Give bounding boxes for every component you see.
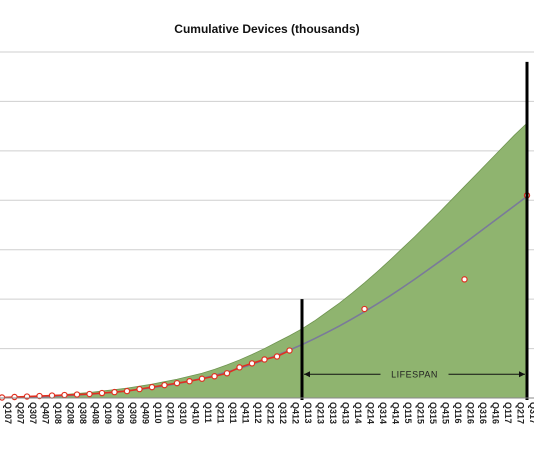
x-tick-label: Q110 <box>153 402 163 424</box>
x-axis: Q107 Q207 Q307 Q407 Q108 Q208 Q308 Q408 Q109 Q209… <box>0 397 534 424</box>
x-tick-label: Q410 <box>191 402 201 424</box>
x-tick-label: Q317 <box>528 402 534 424</box>
x-tick-label: Q213 <box>316 402 326 424</box>
x-tick-label: Q107 <box>3 402 13 424</box>
data-point <box>198 375 206 382</box>
data-point <box>11 393 18 401</box>
data-point <box>36 392 43 400</box>
arrow-head-left <box>304 371 310 378</box>
data-point <box>211 373 218 380</box>
x-tick-label: Q310 <box>178 402 188 424</box>
data-point <box>86 390 93 398</box>
data-point <box>223 370 231 377</box>
data-point <box>161 381 168 389</box>
data-point <box>98 389 106 397</box>
data-point <box>136 385 143 393</box>
x-tick-label: Q207 <box>16 402 26 424</box>
x-tick-label: Q408 <box>91 402 101 424</box>
x-tick-label: Q115 <box>403 402 413 424</box>
x-tick-label: Q108 <box>53 402 63 424</box>
x-tick-label: Q308 <box>78 402 88 424</box>
annotations: LIFESPAN <box>304 369 525 379</box>
x-tick-label: Q409 <box>141 402 151 424</box>
x-tick-label: Q414 <box>391 402 401 424</box>
data-point <box>48 392 56 399</box>
data-point <box>286 347 293 354</box>
x-tick-label: Q309 <box>128 402 138 424</box>
x-tick-label: Q407 <box>41 402 51 424</box>
x-tick-label: Q209 <box>116 402 126 424</box>
x-tick-label: Q117 <box>503 402 513 424</box>
markers <box>300 61 529 400</box>
x-tick-label: Q210 <box>166 402 176 424</box>
x-tick-label: Q211 <box>216 402 226 424</box>
x-tick-label: Q114 <box>353 402 363 424</box>
x-tick-label: Q416 <box>491 402 501 424</box>
x-tick-label: Q314 <box>378 402 388 424</box>
x-tick-label: Q315 <box>428 402 438 424</box>
data-point <box>461 276 468 283</box>
x-tick-label: Q312 <box>278 402 288 424</box>
x-tick-label: Q214 <box>366 402 376 424</box>
x-tick-label: Q112 <box>253 402 263 424</box>
x-tick-label: Q111 <box>203 402 213 423</box>
x-tick-label: Q415 <box>441 402 451 424</box>
x-tick-label: Q411 <box>241 402 251 424</box>
actual-series <box>0 192 531 401</box>
data-point <box>173 379 181 387</box>
area-series <box>1 122 528 399</box>
data-point <box>73 391 81 398</box>
x-tick-label: Q116 <box>453 402 463 424</box>
data-point <box>236 364 243 371</box>
data-point <box>261 356 268 363</box>
annotation-label: LIFESPAN <box>391 369 438 379</box>
x-tick-label: Q215 <box>416 402 426 424</box>
x-tick-label: Q313 <box>328 402 338 424</box>
chart-title: Cumulative Devices (thousands) <box>174 22 360 36</box>
x-tick-label: Q208 <box>66 402 76 424</box>
x-tick-label: Q316 <box>478 402 488 424</box>
x-tick-label: Q412 <box>291 402 301 424</box>
x-tick-label: Q109 <box>103 402 113 424</box>
x-tick-label: Q113 <box>303 402 313 424</box>
x-tick-label: Q212 <box>266 402 276 424</box>
area-fill <box>1 122 528 399</box>
x-tick-label: Q217 <box>516 402 526 424</box>
x-tick-label: Q413 <box>341 402 351 424</box>
arrow-head-right <box>519 371 525 378</box>
x-tick-label: Q216 <box>466 402 476 424</box>
data-point <box>123 387 131 395</box>
data-point <box>111 388 118 396</box>
data-point <box>248 360 256 367</box>
data-point <box>186 377 193 385</box>
data-point <box>361 305 368 313</box>
data-point <box>273 353 281 360</box>
x-tick-label: Q311 <box>228 402 238 424</box>
data-point <box>61 391 68 399</box>
x-tick-label: Q307 <box>28 402 38 424</box>
data-point <box>148 383 156 391</box>
